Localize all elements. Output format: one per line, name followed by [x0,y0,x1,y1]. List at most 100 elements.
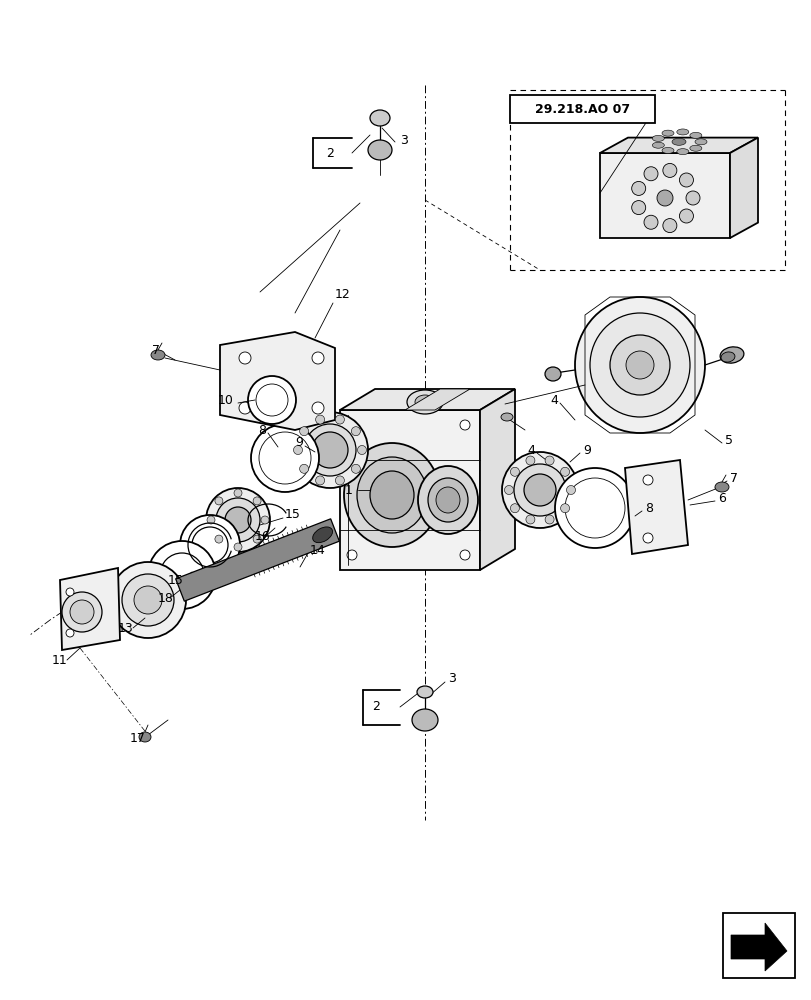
Ellipse shape [526,456,534,465]
Circle shape [66,588,74,596]
Circle shape [642,475,652,485]
Text: 9: 9 [582,444,590,456]
Text: 8: 8 [258,424,266,436]
Circle shape [631,181,645,195]
Polygon shape [220,332,335,430]
Ellipse shape [251,424,319,492]
Ellipse shape [148,541,216,609]
Ellipse shape [566,486,575,494]
Ellipse shape [207,516,215,524]
Ellipse shape [315,415,324,424]
Ellipse shape [134,586,162,614]
Ellipse shape [225,507,251,533]
Text: 3: 3 [400,134,407,147]
Ellipse shape [215,535,223,543]
Ellipse shape [719,347,743,363]
Circle shape [631,201,645,215]
Text: 10: 10 [217,393,234,406]
Ellipse shape [510,504,519,513]
Ellipse shape [311,432,348,468]
Ellipse shape [357,446,366,454]
Ellipse shape [259,432,311,484]
Circle shape [643,215,657,229]
Text: 1: 1 [345,484,353,496]
Ellipse shape [417,686,432,698]
Text: 15: 15 [285,508,301,522]
Ellipse shape [564,478,624,538]
Text: 17: 17 [130,732,146,744]
Polygon shape [405,389,470,410]
Ellipse shape [651,142,663,148]
Circle shape [238,402,251,414]
Circle shape [311,352,324,364]
Text: 5: 5 [724,434,732,446]
Ellipse shape [661,147,673,153]
Ellipse shape [510,467,519,476]
Text: 4: 4 [526,444,534,456]
Text: 16: 16 [255,530,270,544]
Ellipse shape [344,443,440,547]
Polygon shape [599,153,729,238]
Ellipse shape [523,474,556,506]
Text: 7: 7 [729,472,737,485]
Bar [509,95,654,123]
Ellipse shape [609,335,669,395]
Ellipse shape [406,390,443,414]
Circle shape [679,173,693,187]
Ellipse shape [303,424,355,476]
Ellipse shape [676,149,688,155]
Text: 7: 7 [152,344,160,357]
Ellipse shape [689,132,701,138]
Circle shape [460,420,470,430]
Ellipse shape [216,498,260,542]
Ellipse shape [714,482,728,492]
Ellipse shape [544,456,553,465]
Circle shape [346,420,357,430]
Ellipse shape [694,139,706,145]
Ellipse shape [526,515,534,524]
Ellipse shape [299,464,308,473]
Ellipse shape [292,412,367,488]
Ellipse shape [206,488,270,552]
Ellipse shape [427,478,467,522]
Ellipse shape [247,376,296,424]
Ellipse shape [253,497,261,505]
Ellipse shape [260,516,268,524]
Circle shape [642,533,652,543]
Circle shape [311,402,324,414]
Ellipse shape [504,486,513,494]
Text: 8: 8 [644,502,652,514]
Ellipse shape [560,504,569,513]
Text: 13: 13 [118,621,134,635]
Circle shape [346,550,357,560]
Polygon shape [340,410,479,570]
Polygon shape [479,389,514,570]
Ellipse shape [335,476,344,485]
Circle shape [460,550,470,560]
Ellipse shape [139,732,151,742]
Circle shape [662,163,676,177]
Ellipse shape [560,467,569,476]
Ellipse shape [191,527,228,563]
Ellipse shape [661,130,673,136]
Ellipse shape [315,476,324,485]
Circle shape [238,352,251,364]
Circle shape [679,209,693,223]
Text: 2: 2 [371,700,380,714]
Polygon shape [599,138,757,153]
Text: 11: 11 [52,654,67,666]
Ellipse shape [351,464,360,473]
Ellipse shape [513,464,565,516]
Ellipse shape [351,427,360,436]
Text: 9: 9 [294,436,303,450]
Circle shape [643,167,657,181]
Ellipse shape [122,574,174,626]
Ellipse shape [62,592,102,632]
Ellipse shape [370,110,389,126]
Ellipse shape [500,413,513,421]
Ellipse shape [109,562,186,638]
Ellipse shape [293,446,303,454]
Ellipse shape [70,600,94,624]
Ellipse shape [625,351,653,379]
Ellipse shape [414,395,435,409]
